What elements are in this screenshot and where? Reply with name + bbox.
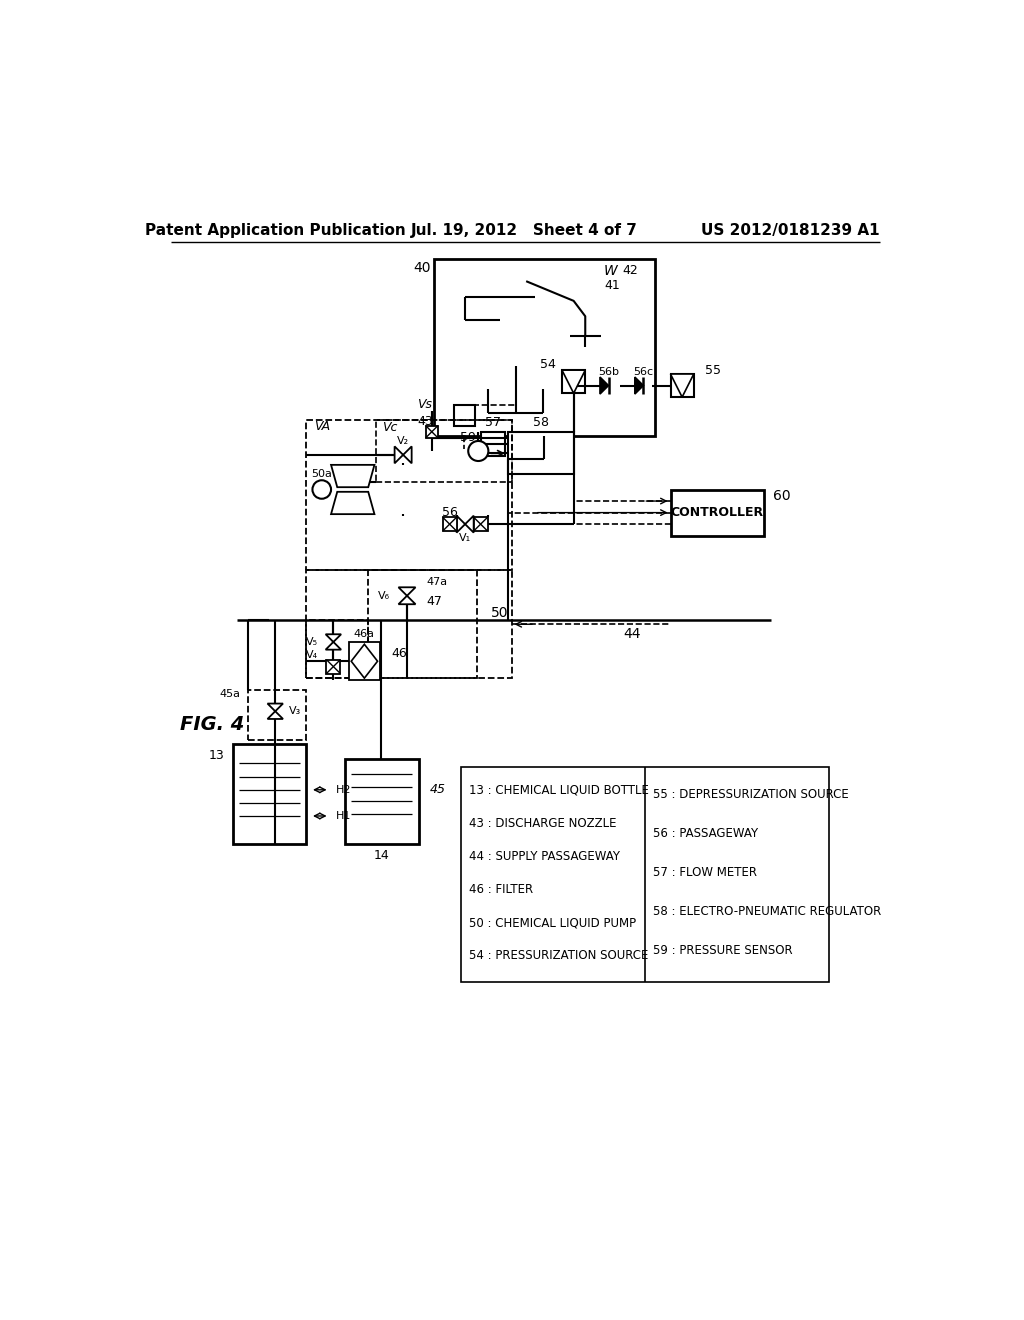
Bar [306,420,512,570]
Text: 46: 46 [391,647,408,660]
Text: Jul. 19, 2012   Sheet 4 of 7: Jul. 19, 2012 Sheet 4 of 7 [412,223,638,238]
Text: 42: 42 [623,264,638,277]
Text: V₄: V₄ [306,649,317,660]
Text: V₃: V₃ [289,706,301,717]
Text: V₂: V₂ [397,436,410,446]
Polygon shape [398,595,416,605]
Text: 58 : ELECTRO-PNEUMATIC REGULATOR: 58 : ELECTRO-PNEUMATIC REGULATOR [652,906,881,919]
Bar [306,620,369,678]
Polygon shape [351,644,378,678]
Text: 43: 43 [417,416,433,428]
Polygon shape [398,587,416,595]
Text: 46 : FILTER: 46 : FILTER [469,883,534,896]
Polygon shape [671,374,693,397]
Text: H2: H2 [336,785,351,795]
Text: V₁: V₁ [459,533,471,543]
Bar [480,432,506,457]
Bar [474,517,487,531]
Text: H1: H1 [336,810,351,821]
Polygon shape [267,711,283,719]
Bar [369,570,477,678]
Text: CONTROLLER: CONTROLLER [671,506,764,519]
Circle shape [468,441,488,461]
Text: Patent Application Publication: Patent Application Publication [144,223,406,238]
Text: 14: 14 [374,849,389,862]
Bar [454,405,475,426]
Bar [426,425,438,438]
Polygon shape [394,446,403,463]
Text: 58: 58 [534,416,549,429]
Bar [248,689,306,739]
Text: 59: 59 [460,430,476,444]
Polygon shape [635,378,643,395]
Text: 43 : DISCHARGE NOZZLE: 43 : DISCHARGE NOZZLE [469,817,616,829]
Text: 56: 56 [441,506,458,519]
Text: 47a: 47a [426,577,447,587]
Text: Vs: Vs [417,399,432,412]
Text: 47: 47 [426,594,442,607]
Text: 50a: 50a [311,469,332,479]
Text: 45: 45 [430,783,446,796]
Text: 60: 60 [773,488,791,503]
Text: Vc: Vc [382,421,397,434]
Polygon shape [267,704,283,711]
Text: 56c: 56c [633,367,653,378]
Text: 13 : CHEMICAL LIQUID BOTTLE: 13 : CHEMICAL LIQUID BOTTLE [469,783,649,796]
Bar [671,490,764,536]
Text: US 2012/0181239 A1: US 2012/0181239 A1 [701,223,880,238]
Text: 55 : DEPRESSURIZATION SOURCE: 55 : DEPRESSURIZATION SOURCE [652,788,849,801]
Text: 56 : PASSAGEWAY: 56 : PASSAGEWAY [652,826,758,840]
Text: 41: 41 [604,279,621,292]
Polygon shape [403,446,412,463]
Text: 44: 44 [623,627,640,642]
Text: 57 : FLOW METER: 57 : FLOW METER [652,866,757,879]
Polygon shape [562,370,586,393]
Bar [442,517,457,531]
Text: 55: 55 [706,363,721,376]
Bar [349,642,380,681]
Text: VA: VA [314,420,330,433]
Text: 50: 50 [492,606,509,619]
Bar [508,432,573,474]
Bar [345,759,419,843]
Bar [434,259,655,436]
Bar [376,420,512,482]
Bar [562,370,586,393]
Bar [232,743,306,843]
Text: V₅: V₅ [306,638,317,647]
Text: W: W [603,264,616,277]
Polygon shape [465,516,474,533]
Polygon shape [331,465,375,487]
Polygon shape [331,492,375,515]
Polygon shape [600,378,608,395]
Text: 40: 40 [414,261,431,275]
Text: 13: 13 [209,748,225,762]
Text: 54: 54 [540,358,556,371]
Text: FIG. 4: FIG. 4 [179,715,244,734]
Text: 56b: 56b [598,367,618,378]
Bar [327,660,340,673]
Polygon shape [326,635,341,642]
Text: V₆: V₆ [378,591,390,601]
Bar [306,570,512,678]
Polygon shape [457,516,465,533]
Circle shape [312,480,331,499]
Bar [671,374,693,397]
Text: 46a: 46a [354,630,375,639]
Text: 45a: 45a [219,689,241,698]
Text: 59 : PRESSURE SENSOR: 59 : PRESSURE SENSOR [652,944,793,957]
Text: 44 : SUPPLY PASSAGEWAY: 44 : SUPPLY PASSAGEWAY [469,850,620,863]
Text: 57: 57 [485,416,501,429]
Polygon shape [326,642,341,649]
Text: 54 : PRESSURIZATION SOURCE: 54 : PRESSURIZATION SOURCE [469,949,648,962]
Bar [461,767,829,982]
Text: 50 : CHEMICAL LIQUID PUMP: 50 : CHEMICAL LIQUID PUMP [469,916,636,929]
